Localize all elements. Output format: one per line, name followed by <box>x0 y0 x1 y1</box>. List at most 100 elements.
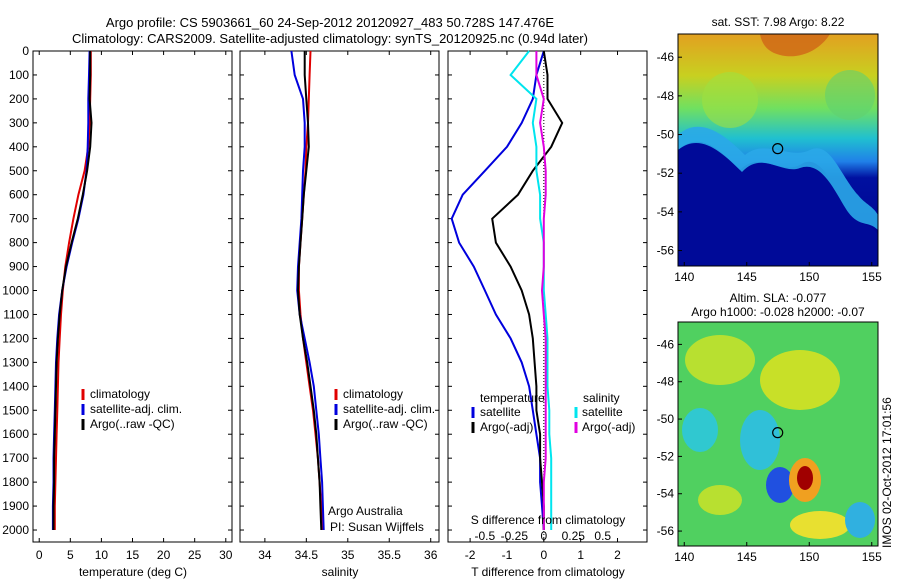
salinity-plot-frame <box>239 50 440 543</box>
map-x-tick-label: 150 <box>799 270 819 284</box>
y-tick-label: 1000 <box>2 284 29 298</box>
s-tick-label: -0.5 <box>475 529 496 543</box>
map-x-tick-label: 145 <box>737 550 757 564</box>
sla-yellow-patch <box>685 335 755 385</box>
sla-cyan-patch <box>682 408 718 452</box>
sla-warm-eddy-core <box>797 466 813 490</box>
x-tick-label: 34.5 <box>295 548 319 562</box>
s-difference-axis-label: S difference from climatology <box>471 513 626 527</box>
temperature-axis-label: temperature (deg C) <box>79 565 187 579</box>
legend-entry: Argo(-adj) <box>480 420 533 434</box>
y-tick-label: 1800 <box>2 475 29 489</box>
y-tick-label: 200 <box>9 92 29 106</box>
difference-panel: -2 -1 0 1 2 -0.5 -0.25 0 0.25 0.5 temperature salin… <box>447 50 648 579</box>
title-line-2: Climatology: CARS2009. Satellite-adjuste… <box>72 31 588 46</box>
series-line-argo-raw-qc- <box>52 51 93 530</box>
map-y-tick-label: -48 <box>657 89 675 103</box>
map-y-tick-label: -52 <box>657 449 675 463</box>
series-line-temperature-satellite <box>450 50 545 531</box>
salinity-panel: 34 34.5 35 35.5 36 climatologysatellite-adj. … <box>239 50 440 579</box>
legend-entry: climatology <box>90 387 150 401</box>
x-tick-label: 36 <box>424 548 438 562</box>
sst-cold-tongue <box>678 141 878 266</box>
sla-yellow-patch-2 <box>760 350 840 410</box>
x-tick-label: 1 <box>577 548 584 562</box>
map-x-tick-label: 155 <box>862 550 882 564</box>
y-tick-label: 1100 <box>3 307 29 321</box>
sla-yellow-patch-4 <box>698 485 742 515</box>
y-tick-label: 1200 <box>2 331 29 345</box>
sla-yellow-patch-3 <box>790 511 850 539</box>
legend-entry: Argo(..raw -QC) <box>90 417 175 431</box>
x-tick-label: 30 <box>219 548 233 562</box>
y-tick-label: 1600 <box>2 427 29 441</box>
map-x-tick-label: 140 <box>674 550 694 564</box>
y-tick-label: 700 <box>9 212 29 226</box>
map-y-tick-label: -54 <box>657 487 675 501</box>
x-tick-label: -2 <box>465 548 476 562</box>
x-tick-label: 15 <box>126 548 140 562</box>
s-tick-label: 0 <box>540 529 547 543</box>
map-x-tick-label: 140 <box>674 270 694 284</box>
x-tick-label: -1 <box>502 548 513 562</box>
x-tick-label: 0 <box>36 548 43 562</box>
y-tick-label: 400 <box>9 140 29 154</box>
x-tick-label: 25 <box>188 548 202 562</box>
sst-map-frame <box>677 33 879 267</box>
argo-location-marker <box>772 143 784 155</box>
map-x-tick-label: 150 <box>799 550 819 564</box>
y-tick-label: 600 <box>9 188 29 202</box>
x-tick-label: 0 <box>540 548 547 562</box>
side-timestamp: IMOS 02-Oct-2012 17:01:56 <box>880 397 894 548</box>
map-y-tick-label: -48 <box>657 375 675 389</box>
y-tick-label: 1900 <box>2 499 29 513</box>
s-tick-label: 0.25 <box>562 529 586 543</box>
sla-cyan-patch-3 <box>845 502 875 538</box>
y-tick-label: 100 <box>9 68 29 82</box>
legend-heading-salinity: salinity <box>583 391 620 405</box>
series-line-temperature-argo-adj- <box>491 50 564 530</box>
sla-map-subtitle: Argo h1000: -0.028 h2000: -0.07 <box>691 305 865 319</box>
map-y-tick-label: -50 <box>657 412 675 426</box>
x-tick-label: 34 <box>258 548 272 562</box>
y-tick-label: 900 <box>9 260 29 274</box>
legend-entry: satellite-adj. clim. <box>343 402 435 416</box>
difference-plot-frame <box>447 50 648 543</box>
y-tick-label: 800 <box>9 236 29 250</box>
argo-location-marker <box>772 427 784 439</box>
sla-blue-eddy <box>766 467 794 503</box>
x-tick-label: 35.5 <box>378 548 402 562</box>
x-tick-label: 2 <box>614 548 621 562</box>
sst-warm-patch <box>760 34 830 57</box>
y-tick-label: 2000 <box>2 523 29 537</box>
map-y-tick-label: -46 <box>657 337 675 351</box>
legend-entry: Argo(..raw -QC) <box>343 417 428 431</box>
x-tick-label: 20 <box>157 548 171 562</box>
map-y-tick-label: -46 <box>657 50 675 64</box>
map-y-tick-label: -56 <box>657 244 675 258</box>
series-line-salinity-argo-adj- <box>535 51 547 530</box>
t-difference-axis-label: T difference from climatology <box>471 565 625 579</box>
map-y-tick-label: -56 <box>657 524 675 538</box>
y-tick-label: 1400 <box>2 379 29 393</box>
sla-map-title: Altim. SLA: -0.077 <box>730 291 827 305</box>
x-tick-label: 35 <box>341 548 355 562</box>
title-line-1: Argo profile: CS 5903661_60 24-Sep-2012 … <box>106 15 554 30</box>
sst-green-patch-2 <box>825 70 875 120</box>
temperature-panel: 0100200300400500600700800900100011001200… <box>2 44 232 579</box>
y-tick-label: 0 <box>22 44 29 58</box>
x-tick-label: 10 <box>95 548 109 562</box>
series-line-argo-raw-qc- <box>296 51 323 531</box>
sla-map-frame <box>677 321 879 547</box>
x-tick-label: 5 <box>67 548 74 562</box>
legend-entry: satellite <box>480 405 521 419</box>
s-tick-label: -0.25 <box>501 529 529 543</box>
legend-entry: climatology <box>343 387 403 401</box>
y-tick-label: 1500 <box>2 403 29 417</box>
y-tick-label: 500 <box>9 164 29 178</box>
map-y-tick-label: -52 <box>657 166 675 180</box>
salinity-axis-label: salinity <box>322 565 359 579</box>
legend-entry: satellite <box>582 405 623 419</box>
y-tick-label: 1300 <box>2 355 29 369</box>
